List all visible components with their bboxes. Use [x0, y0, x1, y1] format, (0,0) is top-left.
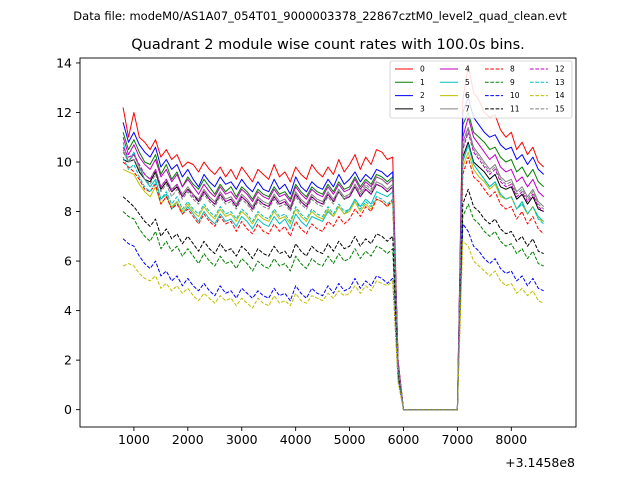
chart-title: Quadrant 2 module wise count rates with … [131, 37, 525, 53]
y-tick-label: 14 [56, 55, 72, 70]
series-line-8 [122, 156, 545, 411]
x-tick-label: 6000 [388, 432, 420, 447]
legend-label-12: 12 [555, 65, 565, 74]
y-tick-label: 4 [64, 303, 72, 318]
series-line-15 [122, 129, 545, 411]
x-tick-label: 5000 [334, 432, 366, 447]
x-tick-label: 7000 [441, 432, 473, 447]
legend-label-3: 3 [420, 104, 425, 113]
legend-label-10: 10 [510, 91, 520, 100]
series-line-4 [122, 116, 545, 411]
legend-label-11: 11 [510, 104, 520, 113]
legend-label-15: 15 [555, 104, 565, 113]
series-line-12 [122, 131, 545, 411]
axes: 1000 2000 3000 4000 5000 6000 7000 800002468101… [56, 55, 577, 447]
legend-box [389, 60, 573, 119]
series-line-1 [122, 112, 545, 411]
legend-label-6: 6 [465, 91, 470, 100]
series-line-11 [122, 188, 544, 411]
legend-label-5: 5 [465, 78, 470, 87]
x-tick-label: 2000 [172, 432, 204, 447]
series-line-9 [122, 203, 544, 411]
legend-label-4: 4 [465, 65, 470, 74]
legend-label-0: 0 [420, 65, 425, 74]
series-line-7 [122, 126, 545, 411]
x-tick-label: 4000 [280, 432, 312, 447]
y-tick-label: 12 [56, 105, 72, 120]
legend-label-13: 13 [555, 78, 565, 87]
x-tick-label: 3000 [226, 432, 258, 447]
series-line-14 [122, 240, 544, 411]
series-line-10 [122, 223, 544, 411]
legend-label-9: 9 [510, 78, 515, 87]
series-lines [122, 64, 545, 411]
y-tick-label: 10 [56, 155, 72, 170]
x-tick-label: 8000 [495, 432, 527, 447]
legend-label-14: 14 [555, 91, 565, 100]
x-tick-label: 1000 [118, 432, 150, 447]
legend-label-7: 7 [465, 104, 470, 113]
plot-frame [79, 57, 577, 428]
legend-label-2: 2 [420, 91, 425, 100]
legend-label-8: 8 [510, 65, 515, 74]
y-tick-label: 6 [64, 254, 72, 269]
y-tick-label: 8 [64, 204, 72, 219]
y-tick-label: 2 [64, 353, 72, 368]
x-offset-label: +3.1458e8 [505, 455, 575, 470]
series-line-6 [122, 151, 544, 411]
chart-suptitle: Data file: modeM0/AS1A07_054T01_90000033… [73, 9, 567, 23]
y-tick-label: 0 [64, 402, 72, 417]
legend-label-1: 1 [420, 78, 425, 87]
series-line-13 [122, 144, 545, 411]
